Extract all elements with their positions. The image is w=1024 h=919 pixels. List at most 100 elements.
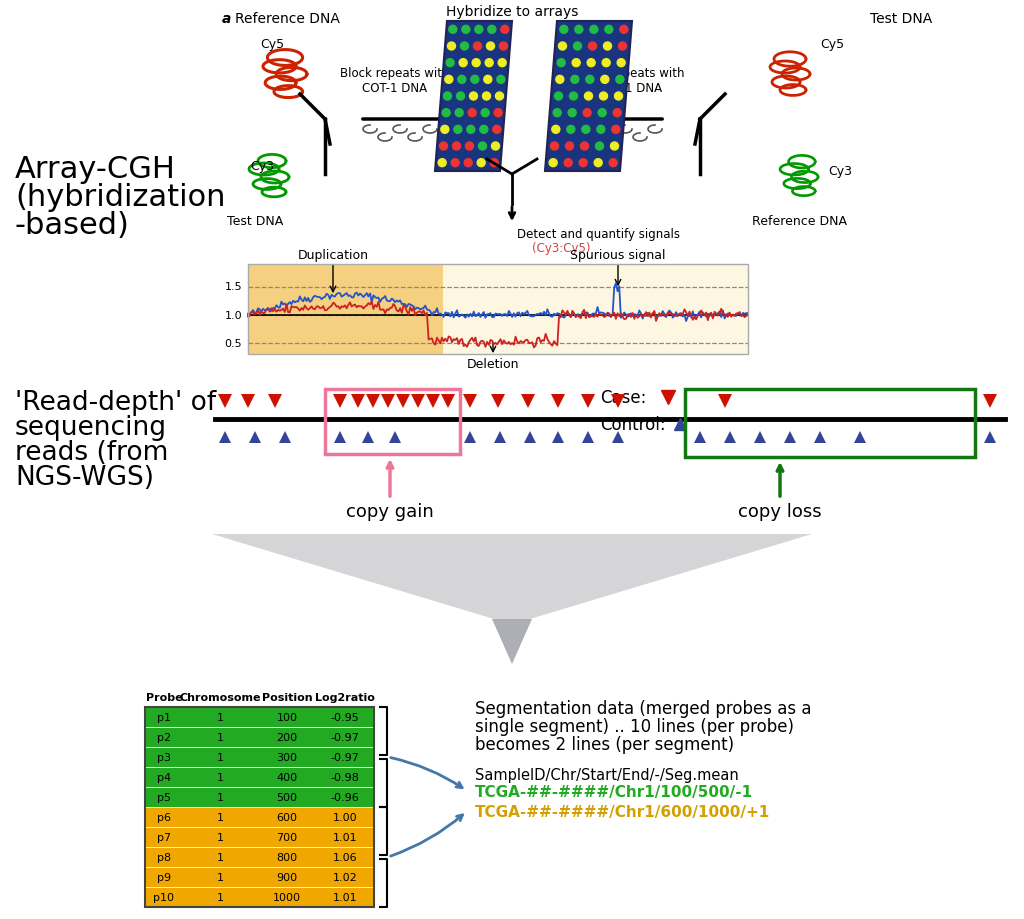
- Bar: [145, 867, 374, 887]
- Text: 1: 1: [217, 892, 224, 902]
- Polygon shape: [435, 22, 512, 172]
- Bar: [145, 727, 374, 747]
- Circle shape: [564, 160, 572, 167]
- Text: Test DNA: Test DNA: [870, 12, 932, 26]
- Circle shape: [582, 126, 590, 134]
- Text: SampleID/Chr/Start/End/-/Seg.mean: SampleID/Chr/Start/End/-/Seg.mean: [475, 767, 738, 782]
- Circle shape: [580, 160, 587, 167]
- Text: sequencing: sequencing: [15, 414, 167, 440]
- Circle shape: [615, 76, 624, 85]
- Text: (Cy3:Cy5): (Cy3:Cy5): [532, 242, 591, 255]
- Circle shape: [599, 93, 607, 101]
- Text: Case:: Case:: [600, 389, 646, 406]
- Circle shape: [449, 27, 457, 34]
- Polygon shape: [212, 535, 812, 619]
- Circle shape: [500, 43, 508, 51]
- Circle shape: [598, 109, 606, 118]
- Text: 1.01: 1.01: [333, 892, 357, 902]
- Circle shape: [601, 76, 609, 85]
- Text: Control:: Control:: [600, 415, 666, 434]
- Bar: [145, 887, 374, 907]
- Text: Block repeats with
COT-1 DNA: Block repeats with COT-1 DNA: [340, 67, 450, 95]
- Text: Test DNA: Test DNA: [227, 215, 283, 228]
- Text: 700: 700: [276, 832, 298, 842]
- Text: 300: 300: [276, 752, 298, 762]
- Text: 800: 800: [276, 852, 298, 862]
- Circle shape: [498, 60, 506, 68]
- Text: 'Read-depth' of: 'Read-depth' of: [15, 390, 216, 415]
- Bar: [685, 390, 975, 458]
- Text: Reference DNA: Reference DNA: [234, 12, 340, 26]
- Text: -0.98: -0.98: [331, 772, 359, 782]
- Circle shape: [486, 43, 495, 51]
- Polygon shape: [545, 22, 632, 172]
- Circle shape: [454, 126, 462, 134]
- Bar: [145, 708, 374, 907]
- Circle shape: [583, 109, 591, 118]
- Bar: [145, 847, 374, 867]
- Bar: [145, 827, 374, 847]
- Circle shape: [597, 126, 605, 134]
- Circle shape: [613, 109, 622, 118]
- Circle shape: [556, 76, 564, 85]
- Circle shape: [565, 142, 573, 151]
- Circle shape: [468, 109, 476, 118]
- Circle shape: [587, 60, 595, 68]
- Text: 0.5: 0.5: [224, 338, 242, 348]
- Circle shape: [596, 142, 603, 151]
- Text: Cy3: Cy3: [828, 165, 852, 177]
- Circle shape: [442, 109, 451, 118]
- Text: Log2ratio: Log2ratio: [315, 692, 375, 702]
- Circle shape: [466, 142, 473, 151]
- Circle shape: [458, 76, 466, 85]
- Circle shape: [446, 60, 455, 68]
- Circle shape: [569, 93, 578, 101]
- Circle shape: [609, 160, 617, 167]
- Circle shape: [475, 27, 483, 34]
- Circle shape: [492, 142, 500, 151]
- Text: 1: 1: [217, 772, 224, 782]
- Text: -0.95: -0.95: [331, 712, 359, 722]
- Text: 1: 1: [217, 872, 224, 882]
- Bar: [248, 265, 748, 355]
- Text: 1.0: 1.0: [224, 311, 242, 321]
- Text: 100: 100: [276, 712, 298, 722]
- Text: 200: 200: [276, 732, 298, 743]
- Text: p3: p3: [157, 752, 171, 762]
- Circle shape: [455, 109, 463, 118]
- Circle shape: [581, 142, 589, 151]
- Text: copy gain: copy gain: [346, 503, 434, 520]
- Text: Reference DNA: Reference DNA: [753, 215, 848, 228]
- Circle shape: [614, 93, 623, 101]
- Text: p4: p4: [157, 772, 171, 782]
- Circle shape: [602, 60, 610, 68]
- Polygon shape: [492, 619, 532, 664]
- Circle shape: [557, 60, 565, 68]
- Text: p7: p7: [157, 832, 171, 842]
- Circle shape: [467, 126, 475, 134]
- Bar: [325, 390, 460, 455]
- Bar: [248, 265, 443, 355]
- Text: 1: 1: [217, 712, 224, 722]
- Text: Chromosome: Chromosome: [180, 692, 261, 702]
- Circle shape: [485, 60, 494, 68]
- Text: Detect and quantify signals: Detect and quantify signals: [517, 228, 680, 241]
- Circle shape: [457, 93, 465, 101]
- Circle shape: [444, 76, 453, 85]
- Text: Duplication: Duplication: [298, 249, 369, 262]
- Circle shape: [560, 27, 568, 34]
- Circle shape: [568, 109, 577, 118]
- Circle shape: [482, 93, 490, 101]
- Text: Probe: Probe: [145, 692, 182, 702]
- Text: p6: p6: [157, 812, 171, 823]
- Circle shape: [480, 126, 487, 134]
- Circle shape: [610, 142, 618, 151]
- Circle shape: [472, 60, 480, 68]
- Bar: [145, 767, 374, 788]
- Text: p9: p9: [157, 872, 171, 882]
- Circle shape: [590, 27, 598, 34]
- Circle shape: [611, 126, 620, 134]
- Circle shape: [495, 109, 502, 118]
- Text: 1.00: 1.00: [333, 812, 357, 823]
- Text: Cy5: Cy5: [820, 38, 844, 51]
